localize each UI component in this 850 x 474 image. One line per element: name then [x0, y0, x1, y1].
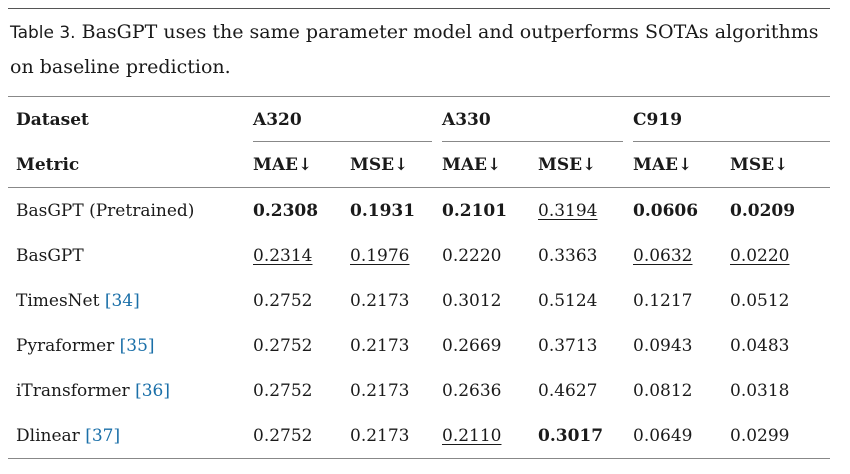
value-cell: 0.2308: [253, 200, 319, 221]
metric-header-row: Metric MAE↓ MSE↓ MAE↓ MSE↓ MAE↓ MSE↓: [8, 142, 830, 188]
value-cell: 0.2173: [350, 335, 410, 356]
value-cell: 0.0632: [633, 245, 693, 266]
value-cell: 0.3194: [538, 200, 598, 221]
value-cell: 0.2110: [442, 425, 502, 446]
metric-header-cell: MAE↓: [633, 142, 730, 188]
method-name: BasGPT: [16, 245, 84, 266]
table-label: Table 3.: [10, 23, 76, 43]
method-name: iTransformer [36]: [16, 380, 170, 401]
value-cell: 0.0649: [633, 425, 693, 446]
value-cell: 0.2173: [350, 380, 410, 401]
table-row: TimesNet [34] 0.2752 0.2173 0.3012 0.512…: [8, 278, 830, 323]
value-cell: 0.0812: [633, 380, 693, 401]
value-cell: 0.4627: [538, 380, 598, 401]
group-header-a330: A330: [442, 97, 633, 142]
results-table: Dataset A320 A330 C919 Metric MAE↓ MSE↓ …: [8, 97, 830, 458]
table-row: BasGPT 0.2314 0.1976 0.2220 0.3363 0.063…: [8, 233, 830, 278]
value-cell: 0.2752: [253, 290, 313, 311]
group-header-a320: A320: [253, 97, 442, 142]
method-name: Dlinear [37]: [16, 425, 121, 446]
value-cell: 0.1931: [350, 200, 416, 221]
citation-link[interactable]: [37]: [85, 425, 121, 446]
value-cell: 0.0220: [730, 245, 790, 266]
value-cell: 0.2173: [350, 425, 410, 446]
method-name: TimesNet [34]: [16, 290, 140, 311]
value-cell: 0.2752: [253, 380, 313, 401]
dataset-header-row: Dataset A320 A330 C919: [8, 97, 830, 142]
method-name: Pyraformer [35]: [16, 335, 155, 356]
group-header-c919: C919: [633, 97, 830, 142]
table-caption-block: Table 3. BasGPT uses the same parameter …: [8, 8, 830, 84]
metric-header-cell: MAE↓: [253, 142, 350, 188]
value-cell: 0.0606: [633, 200, 699, 221]
caption-text: BasGPT uses the same parameter model and…: [10, 21, 819, 78]
method-name: BasGPT (Pretrained): [16, 200, 195, 221]
value-cell: 0.3363: [538, 245, 598, 266]
metric-header-cell: MSE↓: [350, 142, 442, 188]
value-cell: 0.2173: [350, 290, 410, 311]
value-cell: 0.2752: [253, 425, 313, 446]
value-cell: 0.2314: [253, 245, 313, 266]
metric-header-cell: MAE↓: [442, 142, 538, 188]
table-row: BasGPT (Pretrained) 0.2308 0.1931 0.2101…: [8, 188, 830, 234]
value-cell: 0.0943: [633, 335, 693, 356]
table-row: iTransformer [36] 0.2752 0.2173 0.2636 0…: [8, 368, 830, 413]
value-cell: 0.2669: [442, 335, 502, 356]
citation-link[interactable]: [34]: [104, 290, 140, 311]
value-cell: 0.0318: [730, 380, 790, 401]
metric-header-cell: MSE↓: [538, 142, 633, 188]
value-cell: 0.0209: [730, 200, 796, 221]
value-cell: 0.2752: [253, 335, 313, 356]
table-row: Dlinear [37] 0.2752 0.2173 0.2110 0.3017…: [8, 413, 830, 458]
value-cell: 0.0299: [730, 425, 790, 446]
value-cell: 0.0483: [730, 335, 790, 356]
value-cell: 0.2636: [442, 380, 502, 401]
value-cell: 0.5124: [538, 290, 598, 311]
table-row: Pyraformer [35] 0.2752 0.2173 0.2669 0.3…: [8, 323, 830, 368]
metric-header-cell: MSE↓: [730, 142, 830, 188]
value-cell: 0.0512: [730, 290, 790, 311]
value-cell: 0.3012: [442, 290, 502, 311]
metric-header: Metric: [8, 142, 253, 188]
table-caption: Table 3. BasGPT uses the same parameter …: [10, 15, 830, 84]
results-table-wrapper: Dataset A320 A330 C919 Metric MAE↓ MSE↓ …: [8, 96, 830, 459]
value-cell: 0.3713: [538, 335, 598, 356]
value-cell: 0.1976: [350, 245, 410, 266]
value-cell: 0.3017: [538, 425, 604, 446]
value-cell: 0.1217: [633, 290, 693, 311]
value-cell: 0.2101: [442, 200, 508, 221]
citation-link[interactable]: [36]: [135, 380, 170, 401]
dataset-header: Dataset: [16, 109, 89, 130]
citation-link[interactable]: [35]: [119, 335, 155, 356]
value-cell: 0.2220: [442, 245, 502, 266]
